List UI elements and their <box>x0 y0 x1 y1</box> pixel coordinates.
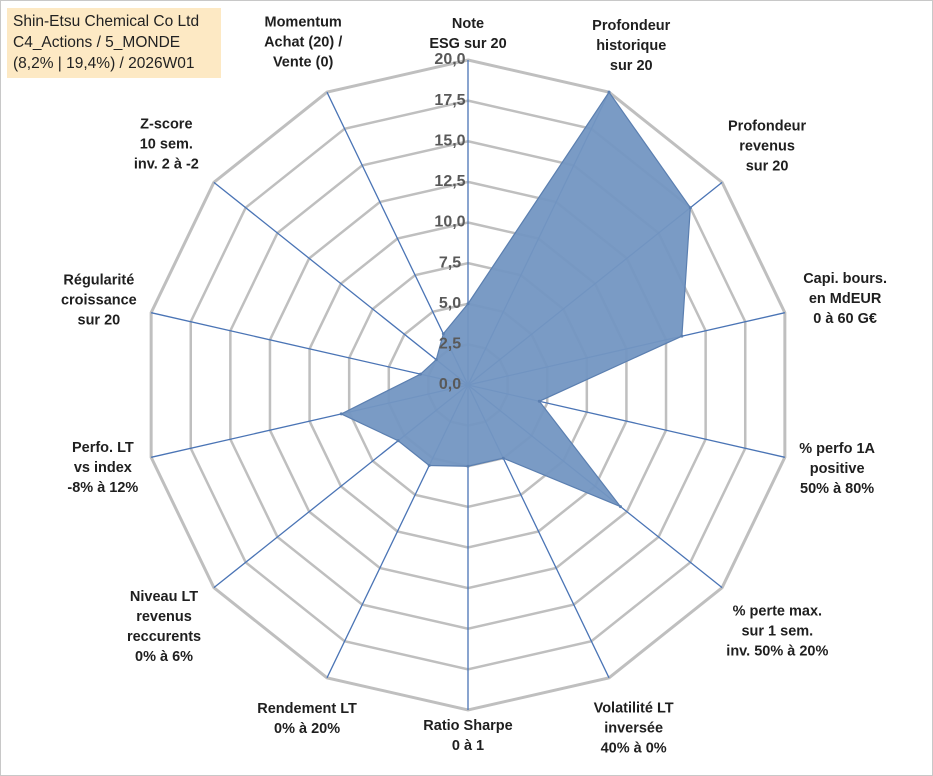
axis-label-line: Perfo. LT <box>72 440 134 456</box>
axis-label-line: sur 20 <box>78 313 121 329</box>
tick-label: 15,0 <box>434 132 465 149</box>
series-layer <box>339 90 692 509</box>
axis-label-line: vs index <box>74 460 132 476</box>
axis-label-line: Z-score <box>140 116 192 132</box>
axis-label-line: Achat (20) / <box>264 35 342 51</box>
data-point-8 <box>427 464 431 468</box>
data-point-6 <box>501 456 505 460</box>
tick-label: 20,0 <box>434 51 465 68</box>
tick-label: 2,5 <box>439 336 461 353</box>
data-point-7 <box>466 464 470 468</box>
data-point-9 <box>396 439 400 443</box>
axis-label-line: Momentum <box>264 15 341 31</box>
axis-label-8: Rendement LT 0% à 20% <box>257 701 357 737</box>
axis-label-9: Niveau LT revenus reccurents 0% à 6% <box>127 589 201 665</box>
data-point-13 <box>441 332 445 336</box>
axis-label-line: Profondeur <box>728 118 806 134</box>
axis-label-line: 50% à 80% <box>800 481 874 497</box>
axis-label-line: % perte max. <box>733 604 822 620</box>
axis-label-line: Vente (0) <box>273 55 334 71</box>
axis-label-line: 10 sem. <box>140 136 193 152</box>
axis-label-4: % perfo 1A positive 50% à 80% <box>799 441 875 497</box>
axis-label-line: 0 à 1 <box>452 738 484 754</box>
axis-label-line: Régularité <box>63 273 134 289</box>
axis-label-line: 40% à 0% <box>601 741 667 757</box>
axis-label-1: Profondeur historique sur 20 <box>592 18 670 74</box>
axis-label-7: Ratio Sharpe 0 à 1 <box>423 718 512 754</box>
label-layer: Note ESG sur 20 Profondeur historique sur 20… <box>61 15 887 757</box>
axis-label-line: Volatilité LT <box>594 701 674 717</box>
axis-label-11: Régularité croissance sur 20 <box>61 273 137 329</box>
axis-label-line: 0% à 6% <box>135 649 193 665</box>
info-category: C4_Actions / 5_MONDE <box>13 34 181 51</box>
tick-layer: 0,0 2,5 5,0 7,5 10,0 12,5 15,0 17,5 20,0 <box>434 51 465 393</box>
tick-label: 0,0 <box>439 376 461 393</box>
data-point-12 <box>434 358 438 362</box>
axis-label-line: 0% à 20% <box>274 721 340 737</box>
axis-label-line: sur 20 <box>610 58 653 74</box>
info-period: (8,2% | 19,4%) / 2026W01 <box>13 55 195 72</box>
axis-label-line: Capi. bours. <box>803 271 887 287</box>
axis-label-13: Momentum Achat (20) / Vente (0) <box>264 15 342 71</box>
axis-label-line: inv. 50% à 20% <box>726 644 828 660</box>
axis-label-10: Perfo. LT vs index -8% à 12% <box>67 440 138 496</box>
axis-label-line: Ratio Sharpe <box>423 718 512 734</box>
axis-label-line: inversée <box>604 721 663 737</box>
tick-label: 17,5 <box>434 92 465 109</box>
axis-label-line: positive <box>810 461 865 477</box>
axis-label-12: Z-score 10 sem. inv. 2 à -2 <box>134 116 199 172</box>
axis-label-line: -8% à 12% <box>67 480 138 496</box>
tick-label: 7,5 <box>439 254 461 271</box>
axis-label-3: Capi. bours. en MdEUR 0 à 60 G€ <box>803 271 887 327</box>
axis-label-line: Rendement LT <box>257 701 357 717</box>
axis-label-line: revenus <box>739 138 795 154</box>
axis-label-6: Volatilité LT inversée 40% à 0% <box>594 701 674 757</box>
tick-label: 10,0 <box>434 214 465 231</box>
data-point-2 <box>688 206 692 210</box>
axis-label-5: % perte max. sur 1 sem. inv. 50% à 20% <box>726 604 828 660</box>
data-point-0 <box>466 302 470 306</box>
spoke-11 <box>151 312 469 386</box>
axis-label-line: en MdEUR <box>809 291 882 307</box>
data-point-5 <box>618 505 622 509</box>
data-point-11 <box>418 372 422 376</box>
axis-label-line: Note <box>452 16 484 32</box>
axis-label-line: sur 20 <box>746 158 789 174</box>
axis-label-line: % perfo 1A <box>799 441 875 457</box>
axis-label-2: Profondeur revenus sur 20 <box>728 118 806 174</box>
axis-label-line: Niveau LT <box>130 589 198 605</box>
info-box: Shin-Etsu Chemical Co Ltd C4_Actions / 5… <box>7 8 221 78</box>
axis-label-line: 0 à 60 G€ <box>813 311 877 327</box>
axis-label-line: reccurents <box>127 629 201 645</box>
axis-label-line: historique <box>596 38 666 54</box>
tick-label: 12,5 <box>434 173 465 190</box>
axis-label-line: inv. 2 à -2 <box>134 156 199 172</box>
axis-label-line: Profondeur <box>592 18 670 34</box>
data-point-10 <box>339 412 343 416</box>
info-company: Shin-Etsu Chemical Co Ltd <box>13 13 200 30</box>
data-point-3 <box>680 334 684 338</box>
tick-label: 5,0 <box>439 295 461 312</box>
axis-label-line: sur 1 sem. <box>741 624 813 640</box>
axis-label-line: revenus <box>136 609 192 625</box>
axis-label-line: ESG sur 20 <box>429 36 506 52</box>
axis-label-0: Note ESG sur 20 <box>429 16 506 52</box>
data-point-4 <box>537 399 541 403</box>
data-point-1 <box>607 90 611 94</box>
axis-label-line: croissance <box>61 293 137 309</box>
spoke-12 <box>213 181 469 386</box>
